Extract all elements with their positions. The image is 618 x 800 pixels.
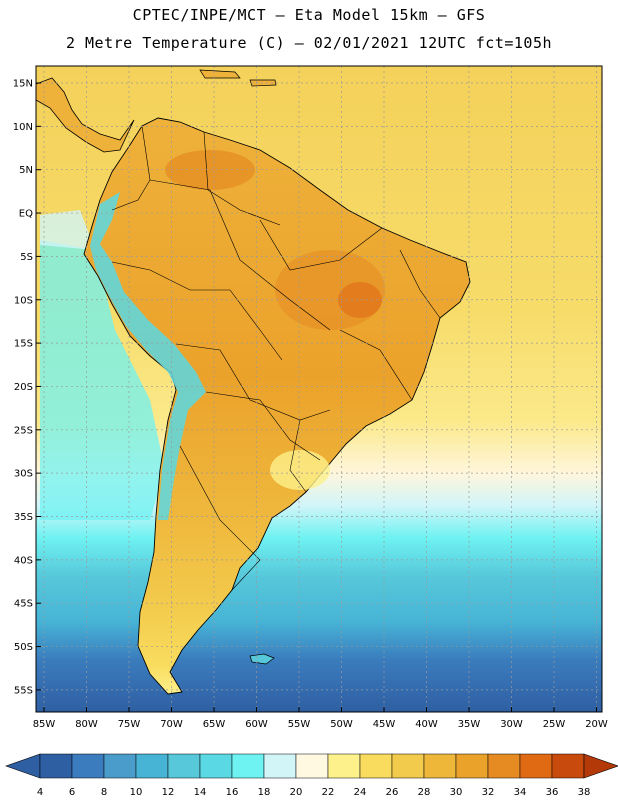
lon-label: 60W xyxy=(245,719,268,730)
colorbar-tick-label: 16 xyxy=(226,787,239,798)
lon-label: 50W xyxy=(330,719,353,730)
country-borders xyxy=(111,125,441,591)
lon-label: 80W xyxy=(75,719,98,730)
colorbar-swatch xyxy=(199,753,233,779)
lat-label: 30S xyxy=(14,469,33,480)
lon-label: 35W xyxy=(458,719,481,730)
heat-patch-bahia xyxy=(338,282,382,318)
colorbar-high-cap xyxy=(583,753,618,779)
colorbar-tick-label: 10 xyxy=(130,787,143,798)
colorbar-swatch xyxy=(391,753,425,779)
lat-label: 45S xyxy=(14,599,33,610)
colorbar-swatch xyxy=(551,753,585,779)
lat-label: EQ xyxy=(19,209,33,220)
lat-label: 15N xyxy=(13,79,33,90)
colorbar-tick-label: 28 xyxy=(418,787,431,798)
graticule xyxy=(36,66,602,712)
colorbar-swatch xyxy=(135,753,169,779)
colorbar-low-cap xyxy=(5,753,41,779)
colorbar-tick-label: 30 xyxy=(450,787,463,798)
colorbar-swatch xyxy=(231,753,265,779)
lat-label: 40S xyxy=(14,555,33,566)
pacific-cool-band xyxy=(40,240,165,520)
cool-patch-south-brazil xyxy=(270,450,330,490)
south-america-land xyxy=(83,117,471,695)
andes-cool-strip xyxy=(90,192,206,520)
colorbar-swatch xyxy=(327,753,361,779)
colorbar-tick-label: 12 xyxy=(162,787,175,798)
lat-label: 50S xyxy=(14,642,33,653)
lat-label: 15S xyxy=(14,339,33,350)
colorbar-tick-label: 8 xyxy=(101,787,107,798)
colorbar-tick-label: 18 xyxy=(258,787,271,798)
colorbar-tick-label: 22 xyxy=(322,787,335,798)
colorbar-swatch xyxy=(519,753,553,779)
heat-patch-venezuela xyxy=(165,150,255,190)
lon-label: 85W xyxy=(33,719,56,730)
colorbar-swatch xyxy=(295,753,329,779)
colorbar-swatch xyxy=(39,753,73,779)
colorbar-swatch xyxy=(263,753,297,779)
colorbar xyxy=(5,753,618,779)
lon-label: 20W xyxy=(585,719,608,730)
map-subtitle: 2 Metre Temperature (C) – 02/01/2021 12U… xyxy=(65,34,553,52)
colorbar-swatch xyxy=(455,753,489,779)
map-title: CPTEC/INPE/MCT – Eta Model 15km – GFS xyxy=(132,6,486,24)
central-america-land xyxy=(36,77,135,153)
colorbar-swatch xyxy=(167,753,201,779)
falkland-islands xyxy=(249,653,275,665)
colorbar-swatch xyxy=(103,753,137,779)
colorbar-swatch xyxy=(71,753,105,779)
lon-label: 65W xyxy=(203,719,226,730)
colorbar-tick-label: 32 xyxy=(482,787,495,798)
lat-label: 20S xyxy=(14,382,33,393)
lat-label: 35S xyxy=(14,512,33,523)
lon-label: 75W xyxy=(118,719,141,730)
colorbar-swatch xyxy=(487,753,521,779)
lat-label: 10N xyxy=(13,122,33,133)
lat-label: 25S xyxy=(14,425,33,436)
colorbar-tick-label: 20 xyxy=(290,787,303,798)
colorbar-swatch xyxy=(359,753,393,779)
lat-label: 5S xyxy=(20,252,33,263)
lon-label: 30W xyxy=(500,719,523,730)
colorbar-tick-label: 24 xyxy=(354,787,367,798)
lat-label: 10S xyxy=(14,295,33,306)
map-frame xyxy=(35,65,603,713)
lon-label: 55W xyxy=(288,719,311,730)
colorbar-tick-label: 4 xyxy=(37,787,43,798)
lon-label: 45W xyxy=(373,719,396,730)
colorbar-tick-label: 6 xyxy=(69,787,75,798)
lat-label: 55S xyxy=(14,685,33,696)
colorbar-tick-label: 34 xyxy=(514,787,527,798)
lon-label: 40W xyxy=(415,719,438,730)
colorbar-tick-label: 36 xyxy=(546,787,559,798)
colorbar-swatch xyxy=(423,753,457,779)
colorbar-tick-label: 14 xyxy=(194,787,207,798)
caribbean-islands xyxy=(199,69,277,87)
lat-label: 5N xyxy=(19,165,33,176)
lon-label: 70W xyxy=(160,719,183,730)
colorbar-tick-label: 38 xyxy=(578,787,591,798)
colorbar-tick-label: 26 xyxy=(386,787,399,798)
lon-label: 25W xyxy=(543,719,566,730)
pacific-warm-band xyxy=(40,210,95,250)
